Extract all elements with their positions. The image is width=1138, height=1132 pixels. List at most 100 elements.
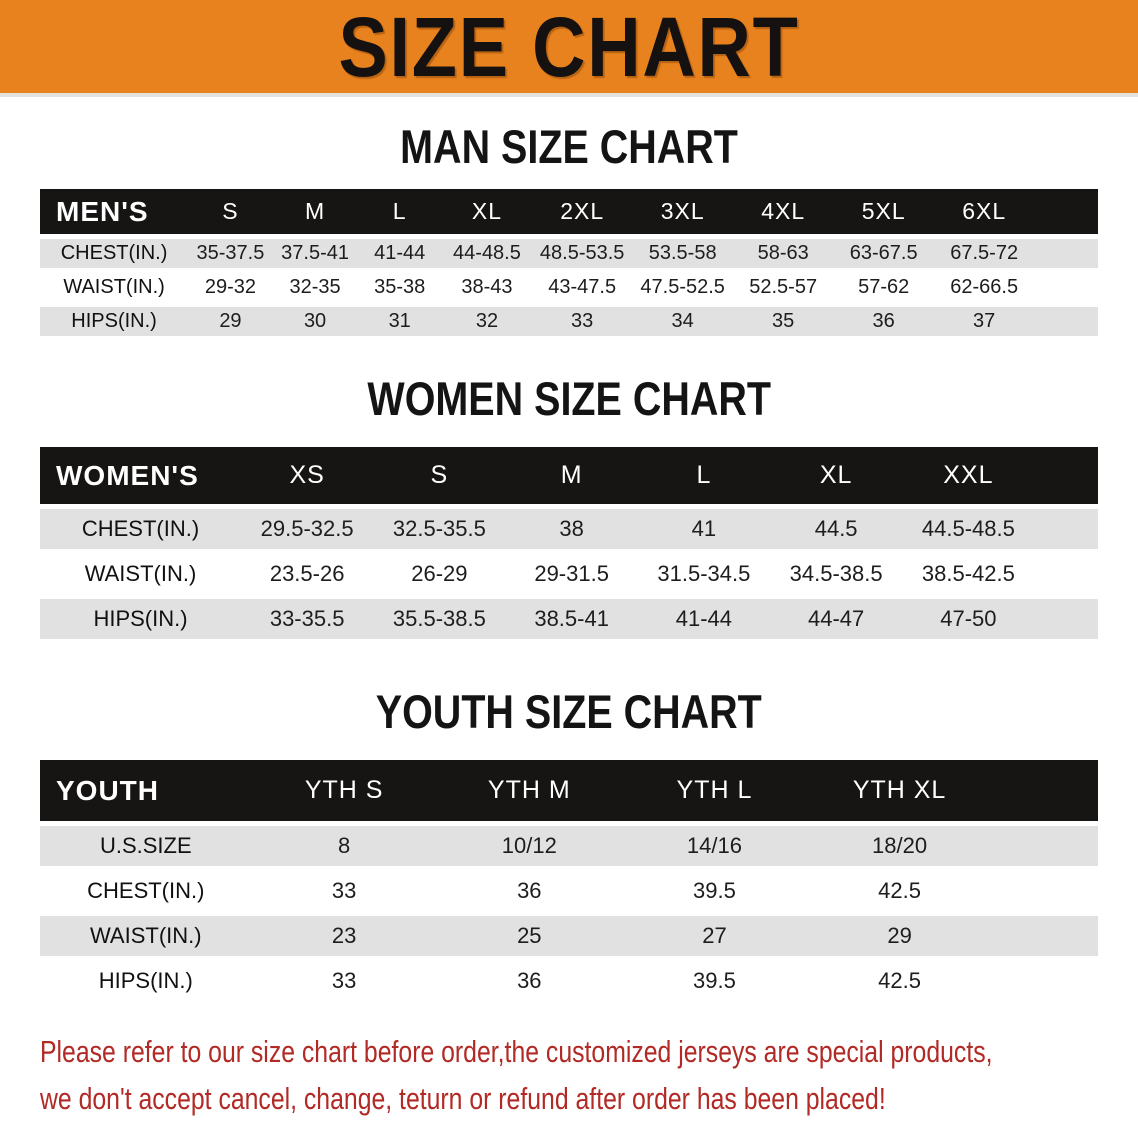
cell-value: 43-47.5 [531,273,633,302]
youth-size-chart-section: YOUTH SIZE CHART YOUTH YTH S YTH M YTH L YTH… [0,688,1138,1006]
cell-value: 35 [732,307,834,336]
men-size-table: MEN'S S M L XL 2XL 3XL 4XL 5XL 6XL CHEST(IN.) 35-37… [40,184,1098,341]
cell-value: 48.5-53.5 [531,239,633,268]
cell-value: 31 [357,307,442,336]
row-spacer [1034,239,1098,268]
table-row: HIPS(IN.) 33-35.5 35.5-38.5 38.5-41 41-44 44-… [40,599,1098,639]
column-header: YTH L [621,760,808,821]
cell-value: 37 [933,307,1035,336]
women-section-heading-text: WOMEN SIZE CHART [367,372,771,425]
row-label: U.S.SIZE [40,826,252,866]
women-section-heading: WOMEN SIZE CHART [0,375,1138,422]
cell-value: 58-63 [732,239,834,268]
cell-value: 18/20 [807,826,993,866]
column-header: YTH XL [807,760,993,821]
table-row: CHEST(IN.) 29.5-32.5 32.5-35.5 38 41 44.5 44.5… [40,509,1098,549]
banner: SIZE CHART [0,0,1138,97]
cell-value: 29-32 [188,273,273,302]
column-header: XL [442,189,532,234]
table-header-row: WOMEN'S XS S M L XL XXL [40,447,1098,504]
cell-value: 42.5 [807,871,993,911]
cell-value: 38 [505,509,638,549]
cell-value: 53.5-58 [632,239,733,268]
cell-value: 63-67.5 [833,239,934,268]
cell-value: 14/16 [621,826,808,866]
table-row: WAIST(IN.) 29-32 32-35 35-38 38-43 43-47.5 47.… [40,273,1098,302]
cell-value: 57-62 [833,273,934,302]
cell-value: 36 [436,961,622,1001]
column-header: L [357,189,442,234]
cell-value: 31.5-34.5 [637,554,771,594]
youth-section-heading: YOUTH SIZE CHART [0,688,1138,735]
table-band-label: WOMEN'S [40,447,242,504]
row-label: HIPS(IN.) [40,599,242,639]
table-row: HIPS(IN.) 29 30 31 32 33 34 35 36 37 [40,307,1098,336]
column-header: 6XL [933,189,1035,234]
row-spacer [992,871,1098,911]
row-label: HIPS(IN.) [40,307,189,336]
cell-value: 67.5-72 [933,239,1035,268]
banner-title: SIZE CHART [338,0,800,94]
women-size-chart-section: WOMEN SIZE CHART WOMEN'S XS S M L XL XXL CHEST(… [0,375,1138,644]
cell-value: 38.5-42.5 [902,554,1035,594]
cell-value: 32 [442,307,532,336]
cell-value: 23 [251,916,437,956]
column-header: XXL [902,447,1035,504]
cell-value: 42.5 [807,961,993,1001]
table-row: WAIST(IN.) 23.5-26 26-29 29-31.5 31.5-34.5 34… [40,554,1098,594]
column-header: YTH S [251,760,437,821]
cell-value: 35-38 [357,273,442,302]
cell-value: 38-43 [442,273,532,302]
cell-value: 39.5 [621,871,808,911]
row-label: WAIST(IN.) [40,916,252,956]
row-label: CHEST(IN.) [40,871,252,911]
cell-value: 33-35.5 [241,599,374,639]
cell-value: 35-37.5 [188,239,273,268]
table-row: U.S.SIZE 8 10/12 14/16 18/20 [40,826,1098,866]
cell-value: 37.5-41 [272,239,358,268]
men-size-chart-section: MAN SIZE CHART MEN'S S M L XL 2XL 3XL 4XL 5XL 6XL… [0,123,1138,341]
row-label: WAIST(IN.) [40,273,189,302]
row-label: WAIST(IN.) [40,554,242,594]
cell-value: 29.5-32.5 [241,509,374,549]
column-header: YTH M [436,760,622,821]
column-header: L [637,447,771,504]
cell-value: 36 [833,307,934,336]
cell-value: 34 [632,307,733,336]
column-header: S [373,447,506,504]
row-label: CHEST(IN.) [40,239,189,268]
table-header-row: MEN'S S M L XL 2XL 3XL 4XL 5XL 6XL [40,189,1098,234]
cell-value: 52.5-57 [732,273,834,302]
table-band-label: MEN'S [40,189,189,234]
youth-section-heading-text: YOUTH SIZE CHART [375,685,763,738]
column-header: XS [241,447,374,504]
table-row: CHEST(IN.) 35-37.5 37.5-41 41-44 44-48.5 48.5… [40,239,1098,268]
women-size-table: WOMEN'S XS S M L XL XXL CHEST(IN.) 29.5-32.5 32.5… [40,442,1098,644]
column-header: 5XL [833,189,934,234]
table-row: CHEST(IN.) 33 36 39.5 42.5 [40,871,1098,911]
column-header: M [272,189,358,234]
cell-value: 62-66.5 [933,273,1035,302]
header-spacer [1034,447,1098,504]
cell-value: 33 [251,871,437,911]
cell-value: 27 [621,916,808,956]
table-row: HIPS(IN.) 33 36 39.5 42.5 [40,961,1098,1001]
row-spacer [1034,554,1098,594]
disclaimer: Please refer to our size chart before or… [40,1028,1098,1122]
cell-value: 38.5-41 [505,599,638,639]
header-spacer [992,760,1098,821]
header-spacer [1034,189,1098,234]
cell-value: 30 [272,307,358,336]
cell-value: 29 [807,916,993,956]
cell-value: 41 [637,509,771,549]
column-header: 3XL [632,189,733,234]
cell-value: 32-35 [272,273,358,302]
cell-value: 29 [188,307,273,336]
cell-value: 41-44 [357,239,442,268]
cell-value: 8 [251,826,437,866]
cell-value: 35.5-38.5 [373,599,506,639]
youth-size-table: YOUTH YTH S YTH M YTH L YTH XL U.S.SIZE 8 10/12… [40,755,1098,1006]
cell-value: 39.5 [621,961,808,1001]
cell-value: 25 [436,916,622,956]
row-label: HIPS(IN.) [40,961,252,1001]
